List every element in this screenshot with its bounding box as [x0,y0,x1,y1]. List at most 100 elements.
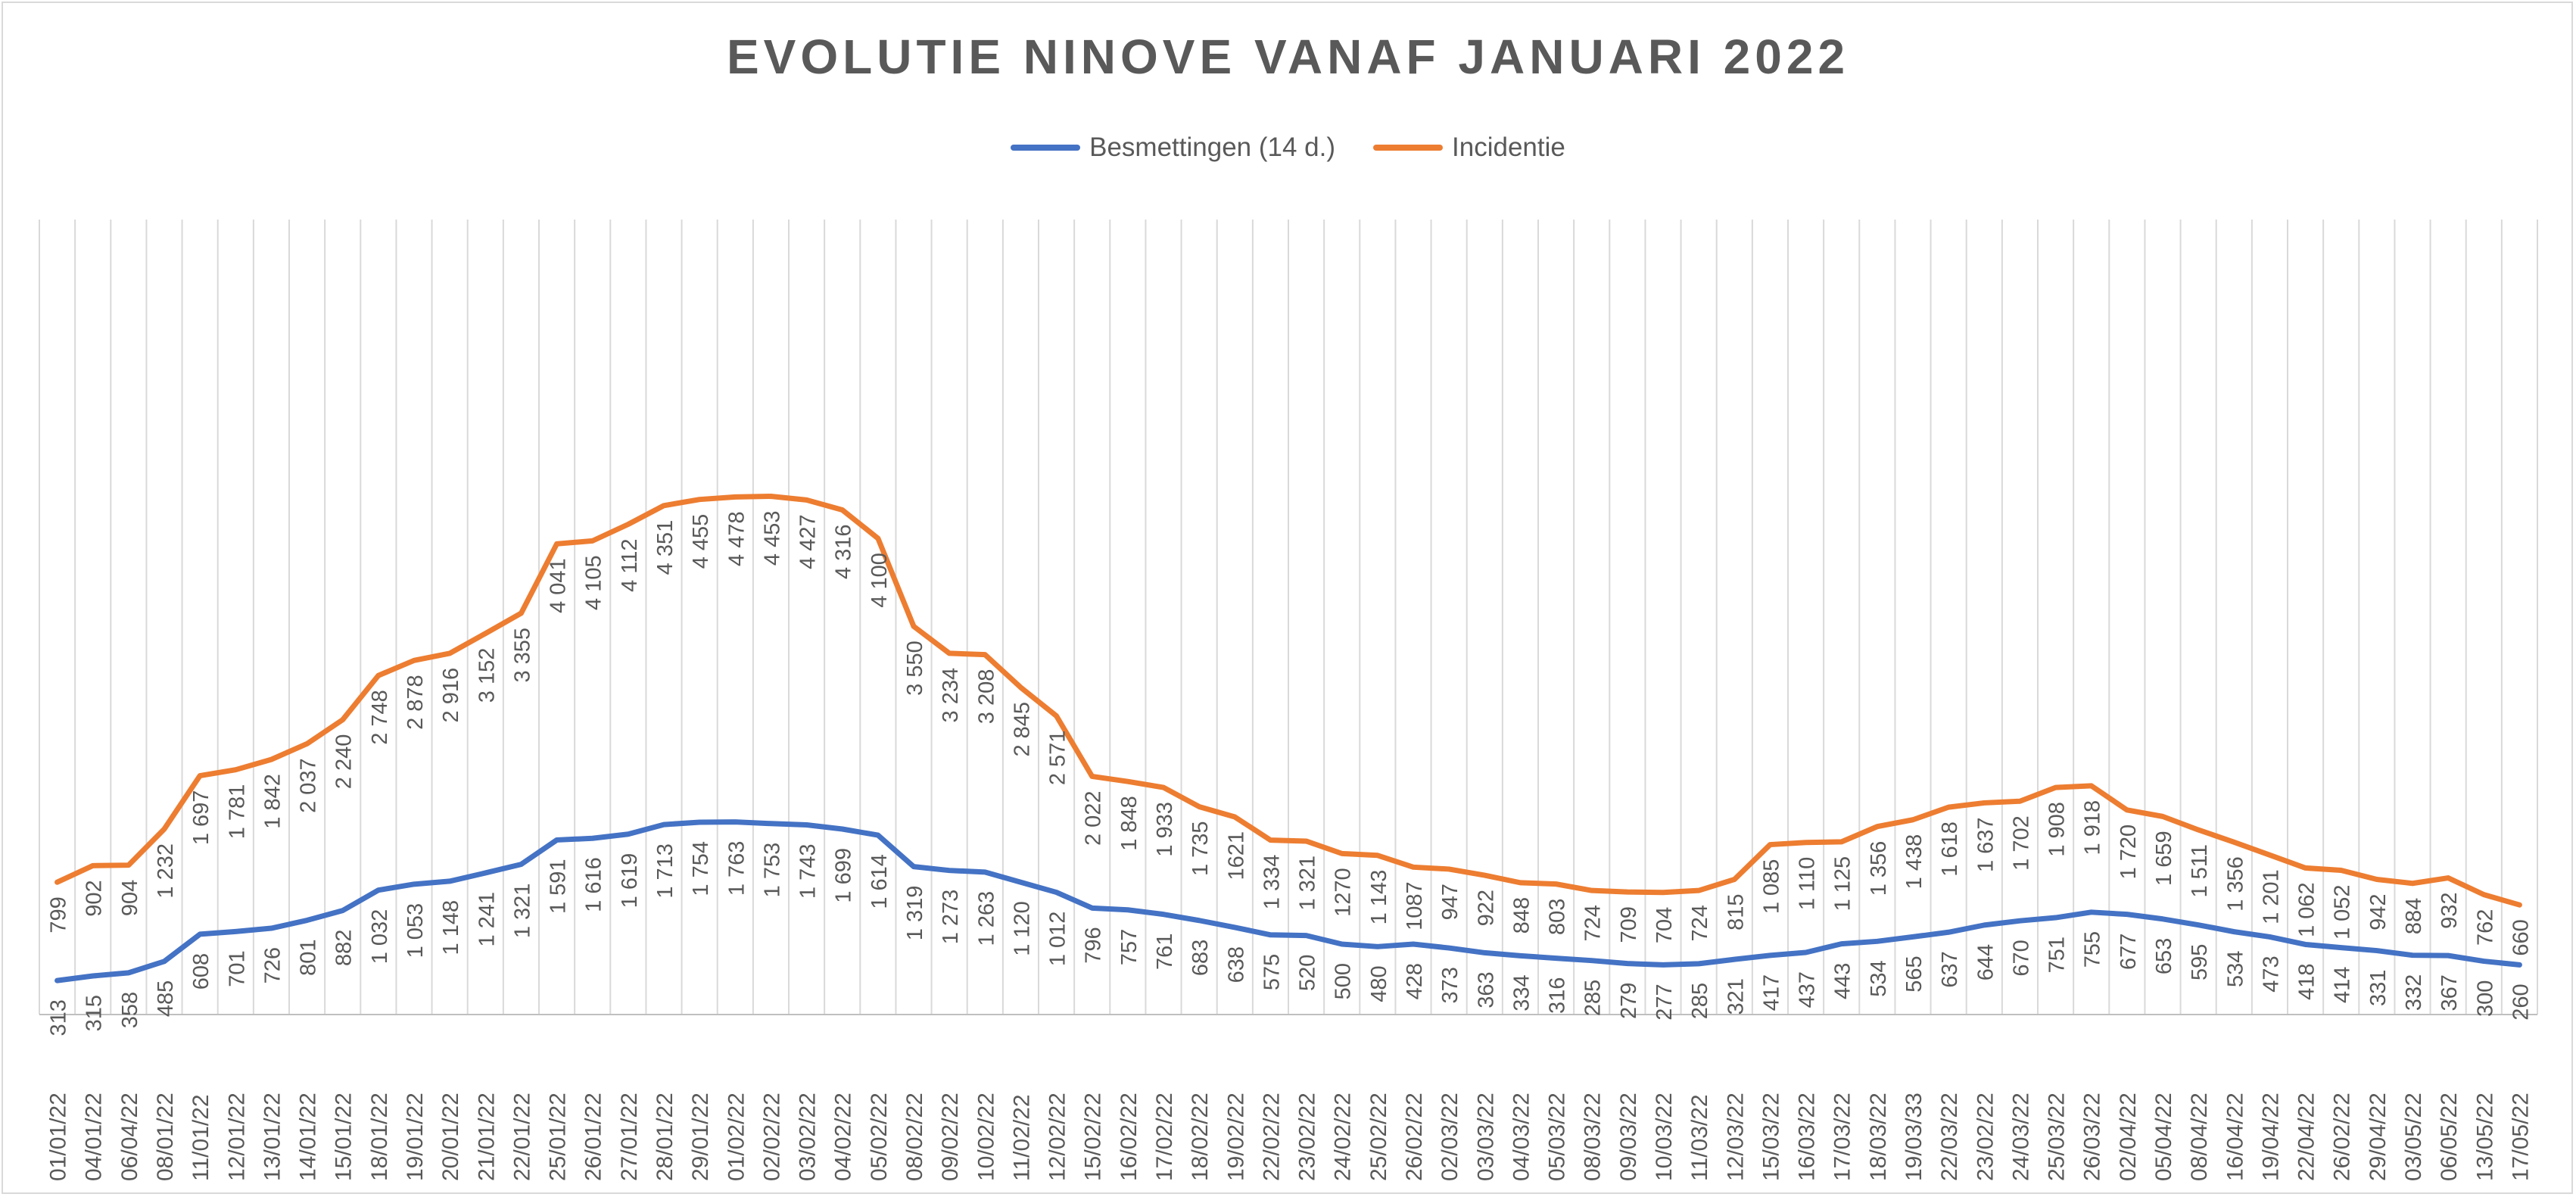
data-label: 1 241 [475,892,499,947]
data-label: 1 699 [832,848,856,903]
x-tick-label: 17/03/22 [1830,1093,1855,1181]
data-label: 1 743 [796,844,821,899]
x-tick-label: 03/03/22 [1473,1093,1498,1181]
x-tick-label: 03/02/22 [796,1093,821,1181]
data-label: 947 [1438,884,1462,920]
data-label: 1 201 [2259,869,2283,924]
data-label: 332 [2402,974,2426,1011]
data-label: 1 591 [547,859,571,914]
data-label: 473 [2259,955,2283,992]
data-label: 1 637 [1973,817,1998,872]
data-label: 704 [1652,907,1677,943]
data-label: 313 [47,999,71,1036]
data-label: 757 [1117,929,1142,965]
x-tick-label: 15/02/22 [1081,1093,1106,1181]
data-label: 4 041 [547,558,571,613]
data-label: 4 427 [796,514,821,569]
x-tick-label: 03/05/22 [2401,1093,2426,1181]
data-label: 1270 [1332,868,1356,917]
data-label: 1 148 [439,900,463,955]
data-label: 4 105 [582,555,606,610]
x-tick-label: 23/02/22 [1973,1093,1998,1181]
data-label: 882 [332,930,357,966]
x-tick-label: 23/02/22 [1295,1093,1320,1181]
data-label: 815 [1724,894,1748,930]
data-label: 565 [1902,955,1927,992]
data-label: 1 012 [1046,912,1070,967]
data-label: 1 319 [903,886,927,941]
series-line-1 [55,819,2522,983]
chart-title: EVOLUTIE NINOVE VANAF JANUARI 2022 [726,30,1850,84]
x-tick-label: 17/05/22 [2508,1093,2533,1181]
x-tick-label: 17/02/22 [1152,1093,1177,1181]
data-label: 1 753 [760,843,784,898]
x-tick-label: 24/03/22 [2008,1093,2033,1181]
data-label: 932 [2437,893,2462,929]
x-tick-label: 06/05/22 [2437,1093,2462,1181]
data-label: 1 697 [189,790,213,846]
data-label: 595 [2188,944,2212,980]
data-label: 1621 [1224,831,1248,881]
data-label: 443 [1831,963,1855,999]
data-label: 637 [1938,951,1962,987]
x-tick-label: 05/02/22 [867,1093,892,1181]
data-label: 709 [1617,906,1641,943]
data-label: 751 [2045,937,2070,973]
data-label: 418 [2295,963,2319,999]
legend-swatch-series-2 [1373,145,1444,151]
x-tick-label: 04/01/22 [82,1093,107,1181]
x-tick-label: 06/04/22 [117,1093,142,1181]
data-label: 884 [2402,898,2426,934]
data-label: 3 355 [510,628,534,683]
data-label: 316 [1546,977,1570,1014]
data-label: 3 550 [903,641,927,696]
x-tick-label: 09/02/22 [938,1093,963,1181]
data-label: 1 848 [1117,796,1142,851]
x-tick-label: 19/02/22 [1223,1093,1248,1181]
data-label: 1 735 [1188,821,1213,876]
data-label: 4 455 [689,514,713,569]
x-tick-label: 01/01/22 [46,1093,71,1181]
x-tick-label: 08/01/22 [153,1093,178,1181]
data-label: 677 [2117,934,2141,970]
data-label: 417 [1759,974,1783,1011]
data-label: 1 842 [260,774,285,829]
x-tick-label: 18/02/22 [1188,1093,1213,1181]
data-label: 1 614 [867,854,892,909]
data-label: 801 [297,940,321,976]
x-tick-label: 19/03/33 [1902,1093,1927,1181]
data-label: 4 100 [867,553,892,608]
data-label: 1 273 [939,890,963,945]
x-tick-label: 29/04/22 [2366,1093,2391,1181]
series-line-2 [55,494,2522,908]
x-tick-label: 22/03/22 [1937,1093,1962,1181]
data-label: 1 263 [974,891,998,946]
data-label: 1 659 [2152,831,2176,886]
data-label: 942 [2366,894,2391,930]
data-label: 1 511 [2188,844,2212,897]
data-label: 762 [2473,909,2497,946]
data-label: 1 120 [1010,901,1034,956]
data-label: 1 356 [2223,856,2247,912]
x-tick-label: 22/02/22 [1259,1093,1284,1181]
x-tick-label: 22/01/22 [509,1093,534,1181]
x-tick-label: 13/05/22 [2472,1093,2497,1181]
data-label: 2 916 [439,668,463,723]
data-label: 4 351 [653,520,677,575]
x-tick-label: 27/01/22 [617,1093,642,1181]
x-tick-label: 24/02/22 [1331,1093,1356,1181]
data-label: 1 908 [2045,802,2070,857]
x-tick-label: 02/03/22 [1438,1093,1462,1181]
x-tick-label: 15/03/22 [1758,1093,1783,1181]
data-label: 1 062 [2295,882,2319,937]
legend-label-series-2: Incidentie [1452,132,1565,162]
x-tick-label: 12/01/22 [224,1093,249,1181]
data-label: 670 [2009,940,2033,976]
data-label: 3 152 [475,648,499,703]
x-tick-label: 12/02/22 [1045,1093,1070,1181]
x-tick-label: 15/01/22 [332,1093,357,1181]
data-label: 902 [83,880,107,916]
data-label: 1 334 [1260,855,1284,910]
data-label: 1 052 [2331,884,2355,940]
